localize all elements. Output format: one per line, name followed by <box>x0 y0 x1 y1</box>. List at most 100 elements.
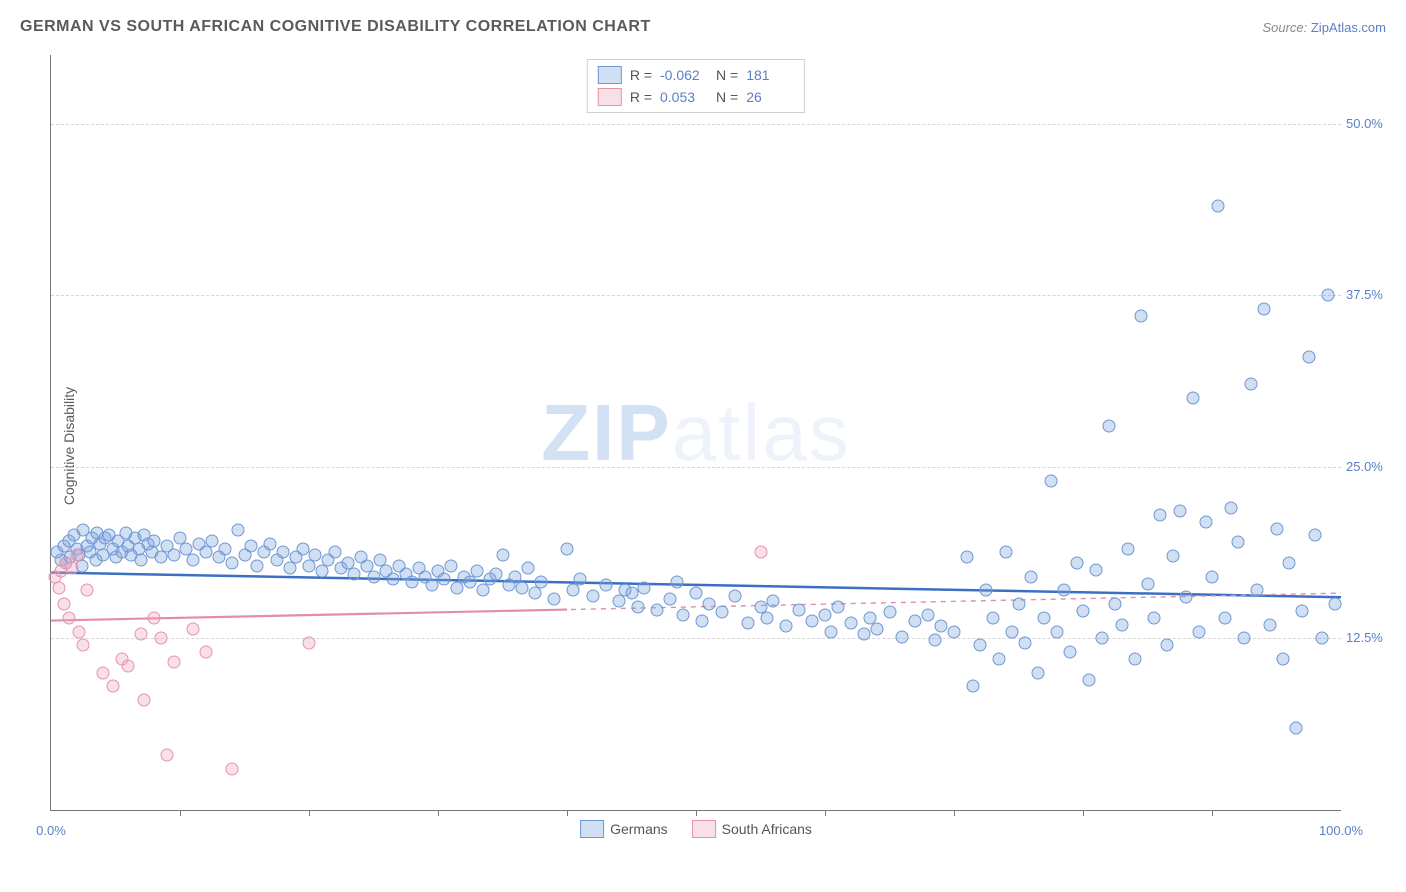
scatter-point <box>1257 302 1270 315</box>
scatter-point <box>161 749 174 762</box>
scatter-point <box>1270 522 1283 535</box>
scatter-point <box>1096 632 1109 645</box>
scatter-point <box>896 631 909 644</box>
scatter-point <box>515 581 528 594</box>
x-tick-mark <box>696 810 697 816</box>
scatter-point <box>702 598 715 611</box>
x-tick-mark <box>1212 810 1213 816</box>
scatter-point <box>1064 646 1077 659</box>
scatter-point <box>825 625 838 638</box>
scatter-point <box>948 625 961 638</box>
scatter-point <box>928 633 941 646</box>
x-tick-mark <box>825 810 826 816</box>
source-link[interactable]: ZipAtlas.com <box>1311 20 1386 35</box>
scatter-point <box>1135 309 1148 322</box>
scatter-point <box>960 551 973 564</box>
scatter-point <box>137 694 150 707</box>
scatter-point <box>1018 636 1031 649</box>
source-attribution: Source: ZipAtlas.com <box>1262 20 1386 35</box>
scatter-point <box>831 600 844 613</box>
scatter-point <box>573 573 586 586</box>
scatter-point <box>296 543 309 556</box>
scatter-point <box>148 611 161 624</box>
scatter-point <box>535 576 548 589</box>
scatter-point <box>1147 611 1160 624</box>
scatter-point <box>225 762 238 775</box>
scatter-point <box>251 559 264 572</box>
scatter-point <box>1051 625 1064 638</box>
scatter-point <box>438 573 451 586</box>
scatter-point <box>167 655 180 668</box>
scatter-point <box>638 581 651 594</box>
scatter-point <box>244 540 257 553</box>
scatter-point <box>1083 673 1096 686</box>
n-label: N = <box>716 86 738 108</box>
scatter-point <box>167 548 180 561</box>
x-tick-label: 0.0% <box>36 823 66 838</box>
plot-area: ZIPatlas R = -0.062 N = 181 R = 0.053 N … <box>50 55 1341 811</box>
scatter-point <box>1231 536 1244 549</box>
legend-item-sa: South Africans <box>692 820 812 838</box>
scatter-point <box>1180 591 1193 604</box>
scatter-point <box>980 584 993 597</box>
stats-row-germans: R = -0.062 N = 181 <box>598 64 794 86</box>
scatter-point <box>819 609 832 622</box>
scatter-point <box>77 639 90 652</box>
scatter-point <box>73 625 86 638</box>
scatter-point <box>1328 598 1341 611</box>
scatter-point <box>1089 563 1102 576</box>
scatter-point <box>206 534 219 547</box>
scatter-point <box>1309 529 1322 542</box>
scatter-point <box>1115 618 1128 631</box>
scatter-point <box>844 617 857 630</box>
legend-item-germans: Germans <box>580 820 668 838</box>
scatter-point <box>63 611 76 624</box>
scatter-point <box>52 581 65 594</box>
x-tick-mark <box>567 810 568 816</box>
scatter-point <box>81 584 94 597</box>
scatter-point <box>309 548 322 561</box>
scatter-point <box>1070 556 1083 569</box>
scatter-point <box>561 543 574 556</box>
scatter-point <box>870 622 883 635</box>
scatter-point <box>232 523 245 536</box>
scatter-point <box>225 556 238 569</box>
scatter-point <box>199 646 212 659</box>
scatter-point <box>767 595 780 608</box>
scatter-point <box>1251 584 1264 597</box>
stats-row-sa: R = 0.053 N = 26 <box>598 86 794 108</box>
scatter-point <box>277 545 290 558</box>
scatter-point <box>1031 666 1044 679</box>
x-tick-mark <box>1083 810 1084 816</box>
scatter-point <box>625 587 638 600</box>
scatter-point <box>154 632 167 645</box>
scatter-point <box>806 614 819 627</box>
scatter-point <box>1218 611 1231 624</box>
scatter-point <box>728 589 741 602</box>
scatter-point <box>1296 604 1309 617</box>
watermark: ZIPatlas <box>541 387 850 479</box>
scatter-point <box>1122 543 1135 556</box>
swatch-sa <box>598 88 622 106</box>
source-prefix: Source: <box>1262 20 1310 35</box>
scatter-point <box>57 598 70 611</box>
scatter-point <box>1225 502 1238 515</box>
scatter-point <box>793 603 806 616</box>
scatter-point <box>715 606 728 619</box>
scatter-point <box>651 603 664 616</box>
n-value-germans: 181 <box>746 64 794 86</box>
r-label: R = <box>630 86 652 108</box>
scatter-point <box>70 548 83 561</box>
gridline <box>51 638 1341 639</box>
r-value-germans: -0.062 <box>660 64 708 86</box>
scatter-point <box>677 609 690 622</box>
scatter-point <box>754 545 767 558</box>
x-tick-mark <box>438 810 439 816</box>
x-tick-label: 100.0% <box>1319 823 1363 838</box>
scatter-point <box>696 614 709 627</box>
header: GERMAN VS SOUTH AFRICAN COGNITIVE DISABI… <box>20 18 1386 36</box>
scatter-point <box>1206 570 1219 583</box>
x-tick-mark <box>954 810 955 816</box>
scatter-point <box>1289 721 1302 734</box>
y-tick-label: 37.5% <box>1346 287 1396 302</box>
